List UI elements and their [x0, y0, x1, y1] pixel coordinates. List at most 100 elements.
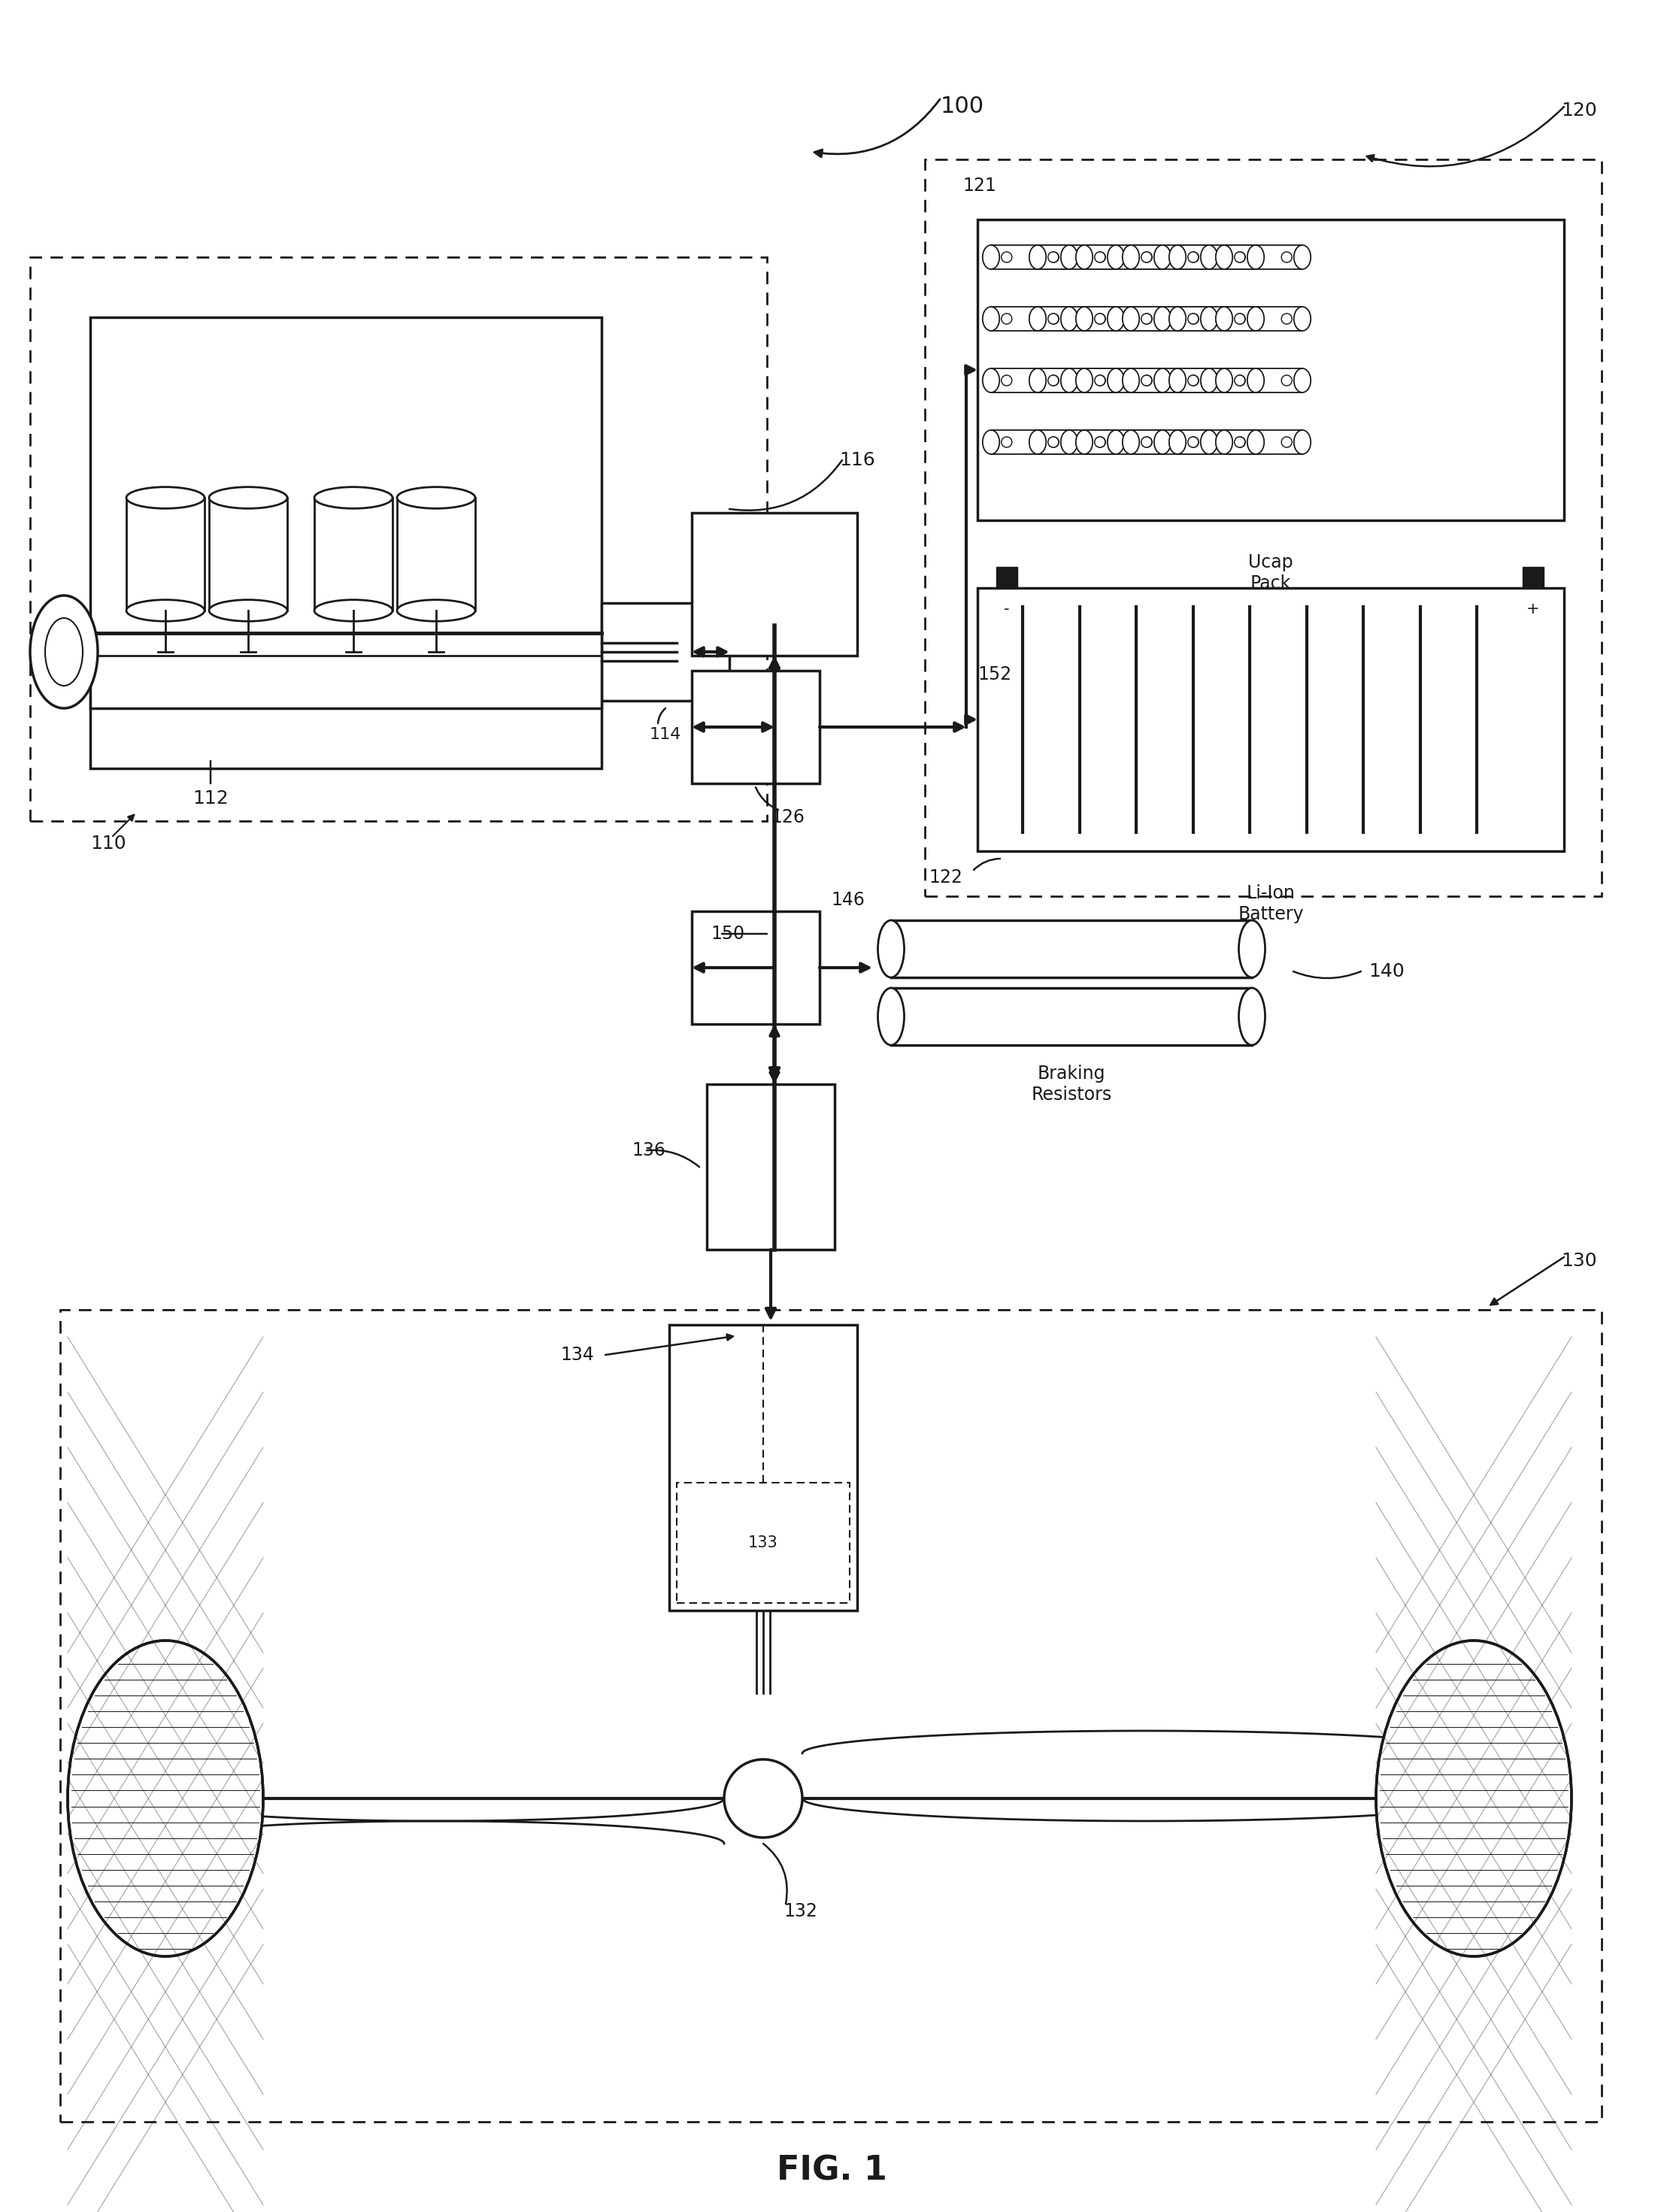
Ellipse shape	[45, 617, 83, 686]
Circle shape	[1188, 376, 1198, 385]
Bar	[1085, 246, 1163, 270]
Bar	[1225, 369, 1303, 392]
Ellipse shape	[1295, 429, 1311, 453]
Text: 116: 116	[839, 451, 875, 469]
Bar	[1085, 369, 1163, 392]
Bar	[1132, 246, 1210, 270]
Circle shape	[1048, 314, 1058, 325]
Ellipse shape	[398, 487, 476, 509]
Circle shape	[1188, 376, 1198, 385]
Ellipse shape	[1108, 246, 1125, 270]
Bar	[992, 369, 1070, 392]
Ellipse shape	[1077, 246, 1093, 270]
Ellipse shape	[314, 487, 393, 509]
Circle shape	[1235, 252, 1245, 263]
Bar	[90, 633, 602, 708]
Circle shape	[1142, 436, 1151, 447]
Bar	[314, 498, 393, 611]
Text: Braking
Resistors: Braking Resistors	[1032, 1064, 1112, 1104]
Circle shape	[1095, 314, 1105, 325]
Ellipse shape	[30, 595, 98, 708]
Circle shape	[1281, 376, 1291, 385]
Text: 120: 120	[1561, 102, 1597, 119]
Ellipse shape	[1201, 429, 1218, 453]
Text: 150: 150	[711, 925, 744, 942]
Text: 146: 146	[830, 891, 865, 909]
Ellipse shape	[1123, 246, 1140, 270]
Circle shape	[1002, 252, 1012, 263]
Ellipse shape	[879, 920, 904, 978]
Bar	[1225, 246, 1303, 270]
Ellipse shape	[126, 487, 205, 509]
Bar	[925, 159, 1601, 896]
Circle shape	[1048, 314, 1058, 325]
Ellipse shape	[1216, 246, 1233, 270]
Circle shape	[1048, 252, 1058, 263]
Bar	[1132, 307, 1210, 332]
Ellipse shape	[1155, 369, 1171, 392]
Ellipse shape	[1030, 307, 1047, 332]
Circle shape	[1281, 252, 1291, 263]
Ellipse shape	[1123, 369, 1140, 392]
Text: 130: 130	[1561, 1252, 1597, 1270]
Circle shape	[1188, 252, 1198, 263]
Circle shape	[1048, 376, 1058, 385]
Circle shape	[1235, 314, 1245, 325]
Circle shape	[1235, 436, 1245, 447]
Ellipse shape	[1155, 246, 1171, 270]
Ellipse shape	[1062, 429, 1078, 453]
Ellipse shape	[983, 246, 1000, 270]
Circle shape	[1095, 436, 1105, 447]
Ellipse shape	[1248, 246, 1265, 270]
Ellipse shape	[1062, 307, 1078, 332]
Bar	[90, 316, 602, 768]
Ellipse shape	[879, 989, 904, 1044]
Bar	[890, 989, 1251, 1044]
Ellipse shape	[1123, 307, 1140, 332]
Circle shape	[1002, 314, 1012, 325]
Ellipse shape	[398, 599, 476, 622]
Ellipse shape	[1238, 920, 1265, 978]
Ellipse shape	[210, 599, 288, 622]
Circle shape	[1235, 314, 1245, 325]
Circle shape	[1095, 252, 1105, 263]
Ellipse shape	[1123, 429, 1140, 453]
Text: Li-Ion
Battery: Li-Ion Battery	[1238, 885, 1303, 922]
Text: +: +	[1526, 602, 1539, 617]
Bar	[1132, 429, 1210, 453]
Ellipse shape	[983, 369, 1000, 392]
Ellipse shape	[1155, 307, 1171, 332]
Bar	[677, 1482, 850, 1604]
Circle shape	[1142, 252, 1151, 263]
Circle shape	[1048, 252, 1058, 263]
Ellipse shape	[1201, 246, 1218, 270]
Ellipse shape	[983, 429, 1000, 453]
Bar	[210, 498, 288, 611]
Bar	[1132, 369, 1210, 392]
Text: 121: 121	[962, 177, 997, 195]
Circle shape	[1281, 314, 1291, 325]
Bar	[692, 670, 820, 783]
Ellipse shape	[1030, 429, 1047, 453]
Ellipse shape	[1238, 989, 1265, 1044]
Circle shape	[1095, 252, 1105, 263]
Bar	[1038, 246, 1117, 270]
Ellipse shape	[1376, 1641, 1571, 1955]
Ellipse shape	[1201, 369, 1218, 392]
Circle shape	[1235, 252, 1245, 263]
Ellipse shape	[1216, 429, 1233, 453]
Ellipse shape	[1248, 369, 1265, 392]
Text: 112: 112	[193, 790, 228, 807]
Circle shape	[1002, 436, 1012, 447]
Text: 110: 110	[90, 834, 126, 852]
Ellipse shape	[1062, 369, 1078, 392]
Circle shape	[1188, 252, 1198, 263]
Circle shape	[1188, 436, 1198, 447]
Ellipse shape	[1170, 429, 1186, 453]
Circle shape	[1235, 376, 1245, 385]
Bar	[692, 513, 857, 655]
Circle shape	[1002, 376, 1012, 385]
Bar	[1225, 429, 1303, 453]
Bar	[60, 1310, 1601, 2121]
Text: 122: 122	[929, 869, 962, 887]
